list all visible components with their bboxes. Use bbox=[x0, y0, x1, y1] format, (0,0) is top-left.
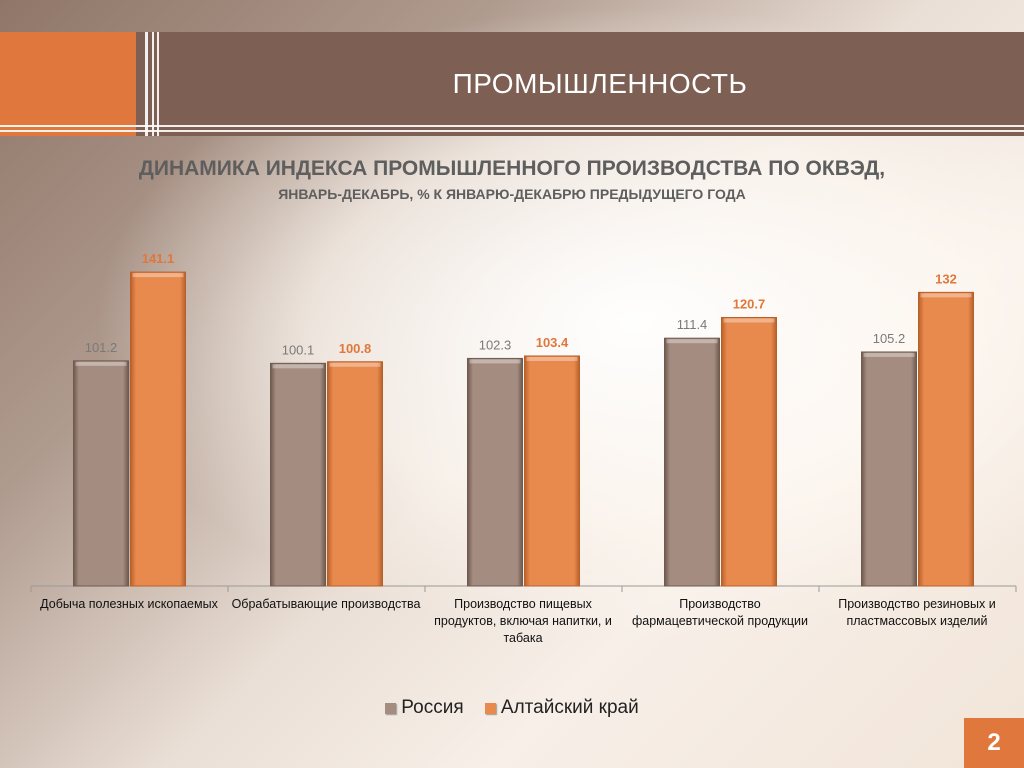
bar-value-label: 111.4 bbox=[677, 317, 708, 332]
bar-altai bbox=[918, 291, 974, 587]
bar-highlight bbox=[723, 318, 775, 323]
header-accent-block bbox=[0, 32, 136, 136]
bar-altai bbox=[327, 361, 383, 587]
bar-highlight bbox=[272, 364, 324, 369]
bar-altai bbox=[721, 316, 777, 587]
x-category-label: Производство резиновых и пластмассовых и… bbox=[838, 597, 996, 628]
bar-highlight bbox=[863, 352, 915, 357]
header-stripe bbox=[145, 32, 148, 136]
legend-label: Россия bbox=[401, 697, 464, 718]
legend-item-russia: Россия bbox=[385, 697, 464, 719]
chart-subtitle: ЯНВАРЬ-ДЕКАБРЬ, % К ЯНВАРЮ-ДЕКАБРЮ ПРЕДЫ… bbox=[278, 186, 746, 202]
bar-russia bbox=[270, 362, 326, 587]
bar-highlight bbox=[920, 293, 972, 298]
header-band bbox=[0, 32, 1024, 136]
bar-value-label: 103.4 bbox=[536, 335, 569, 350]
chart-legend: Россия Алтайский край bbox=[0, 697, 1024, 720]
legend-label: Алтайский край bbox=[500, 697, 639, 718]
bar-russia bbox=[73, 360, 129, 587]
bar-value-label: 120.7 bbox=[733, 296, 766, 311]
bar-value-label: 141.1 bbox=[142, 251, 175, 266]
legend-swatch-icon bbox=[385, 702, 397, 714]
header-rule bbox=[0, 130, 1024, 132]
bar-value-label: 100.1 bbox=[282, 342, 315, 357]
bar-value-label: 105.2 bbox=[873, 331, 906, 346]
bar-russia bbox=[664, 337, 720, 587]
legend-swatch-icon bbox=[484, 702, 496, 714]
chart-title: ДИНАМИКА ИНДЕКСА ПРОМЫШЛЕННОГО ПРОИЗВОДС… bbox=[138, 157, 886, 180]
bar-highlight bbox=[132, 273, 184, 278]
bar-value-label: 100.8 bbox=[339, 341, 372, 356]
header-rule bbox=[0, 125, 1024, 127]
bar-value-label: 102.3 bbox=[479, 337, 512, 352]
page-number-badge: 2 bbox=[964, 718, 1024, 768]
bar-highlight bbox=[75, 361, 127, 366]
x-category-label: Производство пищевых продуктов, включая … bbox=[434, 597, 612, 645]
legend-item-altai: Алтайский край bbox=[484, 697, 639, 719]
x-category-label: Добыча полезных ископаемых bbox=[40, 597, 218, 611]
bar-value-label: 132 bbox=[935, 271, 957, 286]
bar-highlight bbox=[526, 356, 578, 361]
bar-russia bbox=[861, 351, 917, 587]
bar-russia bbox=[467, 357, 523, 587]
bar-altai bbox=[130, 271, 186, 587]
header-stripe bbox=[152, 32, 154, 136]
bar-highlight bbox=[469, 359, 521, 364]
x-category-label: Обрабатывающие производства bbox=[231, 597, 421, 611]
x-category-label: Производство фармацевтической продукции bbox=[631, 597, 809, 628]
bar-highlight bbox=[329, 362, 381, 367]
bar-altai bbox=[524, 355, 580, 587]
header-stripe bbox=[157, 32, 159, 136]
page-title: ПРОМЫШЛЕННОСТЬ bbox=[452, 68, 748, 99]
bar-highlight bbox=[666, 339, 718, 344]
bar-value-label: 101.2 bbox=[85, 340, 118, 355]
